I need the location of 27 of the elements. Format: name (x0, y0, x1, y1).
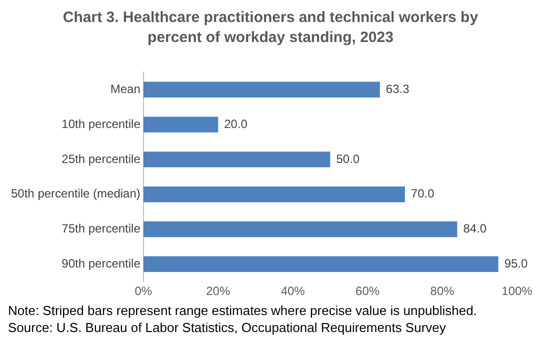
data-label: 70.0 (410, 186, 435, 201)
data-label: 50.0 (336, 152, 360, 166)
data-label: 63.3 (386, 82, 410, 96)
x-tick-label: 40% (280, 284, 306, 298)
y-tick-label: 25th percentile (62, 152, 141, 166)
y-tick-label: Mean (110, 82, 140, 96)
chart-title: Chart 3. Healthcare practitioners and technical workers by percent of workday standing, 2023 (62, 8, 480, 48)
source-note: Source: U.S. Bureau of Labor Statistics, Occupational Requirements Survey (8, 319, 447, 336)
x-tick-label: 100% (502, 284, 533, 298)
bar (143, 186, 405, 202)
x-tick-label: 0% (134, 284, 152, 298)
bar (143, 82, 380, 98)
bar (143, 256, 498, 272)
text: Note: Striped bars represent range estimates where precise value is unpublished. (8, 302, 477, 319)
y-tick-label: 50th percentile (median) (11, 186, 140, 201)
bar (143, 221, 458, 238)
x-tick-label: 60% (356, 284, 380, 298)
y-tick-label: 75th percentile (62, 222, 141, 236)
x-tick-label: 80% (430, 284, 455, 298)
data-label: 20.0 (224, 116, 248, 131)
y-tick-label: 90th percentile (62, 256, 141, 270)
bar (143, 152, 330, 168)
bar (143, 116, 218, 132)
x-tick-label: 20% (206, 284, 230, 298)
data-label: 84.0 (463, 222, 487, 236)
y-tick-label: 10th percentile (62, 116, 141, 131)
data-label: 95.0 (504, 256, 528, 270)
